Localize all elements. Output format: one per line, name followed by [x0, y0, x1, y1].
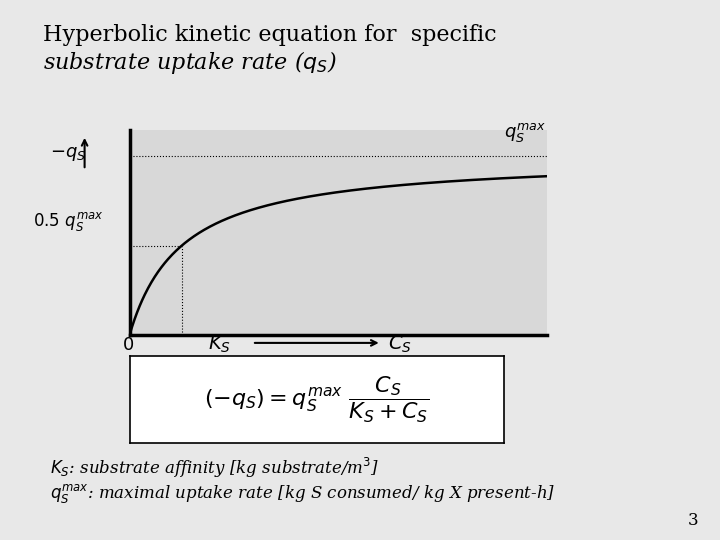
Text: 3: 3 — [688, 512, 698, 529]
Text: $q_S^{max}$: maximal uptake rate [kg S consumed/ kg X present-h]: $q_S^{max}$: maximal uptake rate [kg S c… — [50, 482, 556, 505]
Text: Hyperbolic kinetic equation for  specific: Hyperbolic kinetic equation for specific — [43, 24, 497, 46]
Text: $(-q_S) = q_S^{max}\ \dfrac{C_S}{K_S + C_S}$: $(-q_S) = q_S^{max}\ \dfrac{C_S}{K_S + C… — [204, 375, 429, 424]
Text: $q_S^{max}$: $q_S^{max}$ — [504, 121, 546, 144]
Text: $K_S$: $K_S$ — [208, 334, 231, 355]
Text: $0$: $0$ — [122, 335, 134, 354]
Text: $0.5\ q_S^{max}$: $0.5\ q_S^{max}$ — [33, 210, 104, 233]
Text: $K_S$: substrate affinity [kg substrate/m$^3$]: $K_S$: substrate affinity [kg substrate/… — [50, 456, 379, 481]
Text: substrate uptake rate ($q_S$): substrate uptake rate ($q_S$) — [43, 49, 337, 76]
Text: $-q_S$: $-q_S$ — [50, 145, 86, 163]
Text: $C_S$: $C_S$ — [387, 334, 412, 355]
